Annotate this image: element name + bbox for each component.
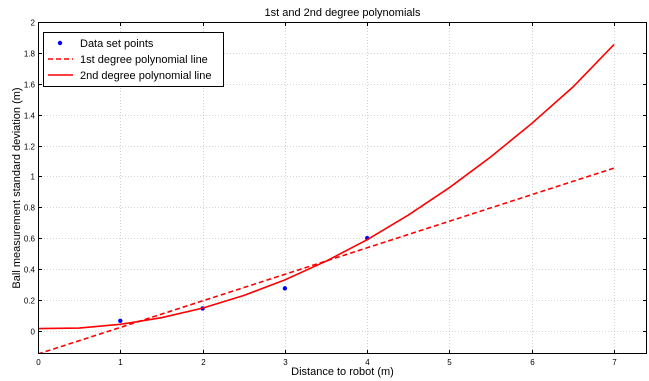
y-tick-label: 2 <box>31 19 36 28</box>
first-degree-polynomial-line <box>38 167 615 354</box>
x-tick-label: 6 <box>530 358 535 367</box>
second-degree-polynomial-line <box>38 43 615 330</box>
y-tick-label: 0.4 <box>24 266 36 275</box>
x-tick-label: 1 <box>118 358 123 367</box>
data-point <box>282 286 288 291</box>
y-tick-label: 0 <box>31 328 36 337</box>
y-tick-label: 1.4 <box>24 112 36 121</box>
chart-title: 1st and 2nd degree polynomials <box>265 7 421 19</box>
x-tick-label: 2 <box>201 358 206 367</box>
x-tick-label: 3 <box>283 358 288 367</box>
legend-box <box>43 32 224 87</box>
legend-label: 1st degree polynomial line <box>80 54 208 66</box>
y-tick-label: 0.8 <box>24 204 36 213</box>
data-point <box>118 318 123 323</box>
y-tick-label: 1.2 <box>24 143 36 152</box>
y-tick-label: 1.8 <box>24 50 36 59</box>
y-tick-label: 1 <box>31 173 36 182</box>
x-axis-title: Distance to robot (m) <box>291 366 394 378</box>
y-axis-title: Ball measurement standard deviation (m) <box>11 87 23 288</box>
plot-frame <box>38 22 647 354</box>
legend-label: 2nd degree polynomial line <box>80 70 211 82</box>
y-tick-label: 0.6 <box>24 235 36 244</box>
y-tick-label: 0.2 <box>24 297 36 306</box>
x-tick-label: 0 <box>36 358 41 367</box>
legend: Data set points 1st degree polynomial lin… <box>43 32 224 87</box>
y-axis: 0 0.2 0.4 0.6 0.8 1 1.2 1.4 1.6 1.8 2 <box>24 19 647 337</box>
legend-marker <box>57 40 63 46</box>
x-tick-label: 7 <box>612 358 617 367</box>
x-tick-label: 4 <box>365 358 370 367</box>
y-tick-label: 1.6 <box>24 81 36 90</box>
x-tick-label: 5 <box>447 358 452 367</box>
x-axis: 0 1 2 3 4 5 6 7 <box>36 22 617 367</box>
series-layer <box>38 43 615 354</box>
legend-label: Data set points <box>80 38 154 50</box>
